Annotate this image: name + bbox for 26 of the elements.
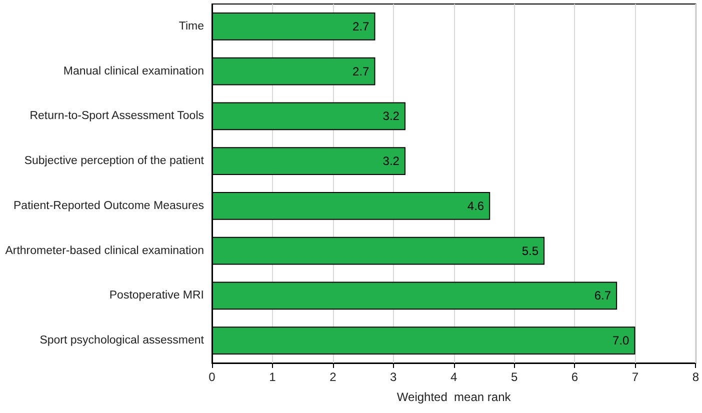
data-label: 2.7 [352, 64, 370, 78]
y-tick-label: Time [178, 20, 204, 32]
data-label: 3.2 [382, 109, 400, 124]
data-label: 3.2 [382, 154, 400, 168]
data-label: 7.0 [612, 334, 630, 348]
x-tick-label: 6 [571, 370, 578, 384]
x-tick-label: 2 [330, 370, 337, 384]
y-tick-label: Postoperative MRI [109, 290, 204, 302]
x-axis-title: Weighted mean rank [396, 390, 512, 404]
data-label: 4.6 [467, 198, 484, 213]
data-label: 2.7 [352, 19, 370, 34]
y-tick-label: Patient-Reported Outcome Measures [14, 200, 204, 212]
x-tick-label: 0 [208, 370, 216, 384]
data-label: 6.7 [594, 288, 612, 303]
x-tick-label: 4 [450, 370, 458, 384]
x-tick-label: 7 [632, 370, 639, 384]
y-tick-label: Manual clinical examination [63, 65, 204, 78]
x-tick-label: 1 [269, 370, 276, 384]
y-tick-label: Subjective perception of the patient [24, 155, 205, 168]
y-tick-label: Sport psychological assessment [40, 334, 205, 347]
x-tick-label: 3 [390, 370, 398, 384]
x-tick-label: 5 [510, 370, 518, 384]
x-tick-label: 8 [692, 370, 700, 384]
y-tick-label: Arthrometer-based clinical examination [5, 244, 204, 257]
data-label: 5.5 [522, 244, 539, 258]
y-tick-label: Return-to-Sport Assessment Tools [30, 110, 204, 122]
